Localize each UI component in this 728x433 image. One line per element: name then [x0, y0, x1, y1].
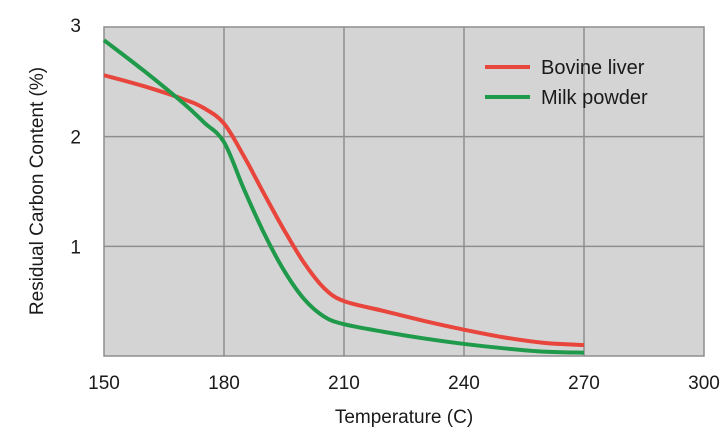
- y-axis-ticks: 1 2 3: [70, 16, 81, 258]
- y-tick-label: 2: [70, 128, 81, 149]
- x-tick-label: 180: [208, 373, 240, 394]
- legend: Bovine liver Milk powder: [485, 57, 648, 109]
- y-tick-label: 1: [70, 237, 81, 258]
- series-line-1: [103, 73, 585, 348]
- series-layer: [102, 38, 585, 355]
- x-tick-label: 300: [688, 373, 720, 394]
- series-line-2: [102, 38, 585, 355]
- x-tick-label: 270: [568, 373, 600, 394]
- x-tick-label: 150: [88, 373, 120, 394]
- x-tick-label: 210: [328, 373, 360, 394]
- x-axis-ticks: 150 180 210 240 270 300: [88, 373, 720, 394]
- plot-area: [103, 26, 705, 357]
- x-tick-label: 240: [448, 373, 480, 394]
- y-axis-title: Residual Carbon Content (%): [27, 67, 48, 315]
- legend-label-1: Bovine liver: [541, 57, 645, 79]
- y-tick-label: 3: [70, 16, 81, 37]
- legend-label-2: Milk powder: [541, 87, 648, 109]
- x-axis-title: Temperature (C): [335, 407, 473, 428]
